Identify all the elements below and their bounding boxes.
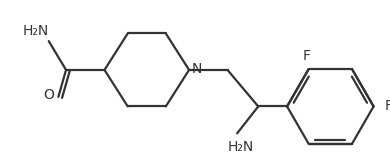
Text: F: F: [303, 49, 311, 63]
Text: O: O: [43, 88, 54, 102]
Text: F: F: [385, 99, 390, 113]
Text: H₂N: H₂N: [22, 24, 48, 39]
Text: H₂N: H₂N: [228, 140, 254, 154]
Text: N: N: [191, 62, 202, 76]
